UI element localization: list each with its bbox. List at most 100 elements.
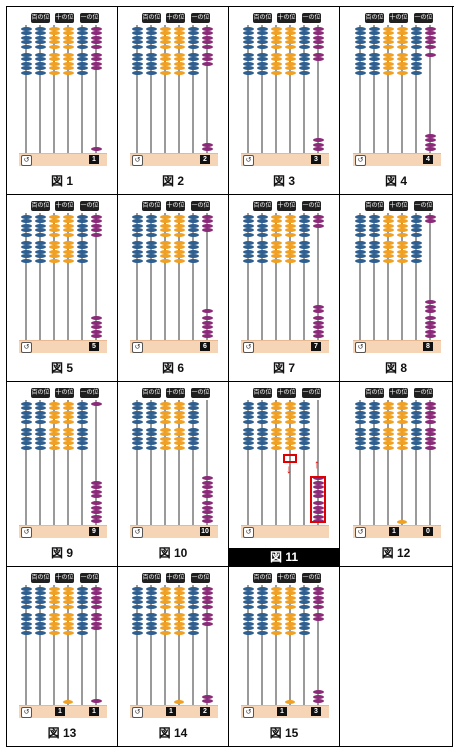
orange-bead [159, 66, 171, 71]
undo-icon[interactable]: ↺ [132, 527, 143, 538]
undo-icon[interactable]: ↺ [21, 707, 32, 718]
column-label: 十の位 [277, 201, 296, 211]
purple-bead [201, 223, 213, 228]
purple-bead [90, 600, 102, 605]
blue-bead [354, 428, 366, 432]
blue-bead [20, 419, 32, 424]
blue-bead [354, 415, 366, 420]
abacus-rod [136, 25, 138, 153]
orange-bead [62, 406, 74, 411]
empty-cell [340, 567, 453, 747]
orange-bead [173, 61, 185, 66]
orange-bead [270, 415, 282, 420]
undo-icon[interactable]: ↺ [132, 707, 143, 718]
undo-icon[interactable]: ↺ [132, 155, 143, 166]
purple-bead [424, 445, 436, 450]
purple-bead [424, 309, 436, 313]
blue-bead [242, 445, 254, 450]
abacus: 百の位 十の位 一の位 ↺ ↓ ↑ [241, 388, 329, 538]
orange-bead [270, 600, 282, 605]
column-label: 十の位 [389, 388, 408, 398]
orange-bead [173, 223, 185, 228]
blue-bead [20, 215, 32, 219]
abacus-rod [81, 400, 83, 525]
blue-bead [20, 27, 32, 31]
purple-bead [90, 604, 102, 609]
undo-icon[interactable]: ↺ [132, 342, 143, 353]
blue-bead [256, 591, 268, 596]
column-label: 百の位 [142, 201, 161, 211]
undo-icon[interactable]: ↺ [21, 342, 32, 353]
orange-bead [284, 587, 296, 591]
abacus-rod [150, 25, 152, 153]
orange-bead [270, 254, 282, 259]
blue-bead [368, 57, 380, 62]
orange-bead [159, 410, 171, 415]
blue-bead [187, 595, 199, 600]
undo-icon[interactable]: ↺ [243, 342, 254, 353]
purple-bead [312, 617, 324, 622]
column-header: 百の位 十の位 一の位 [19, 573, 107, 583]
blue-bead [20, 70, 32, 75]
undo-icon[interactable]: ↺ [355, 155, 366, 166]
blue-bead [298, 228, 310, 233]
blue-bead [298, 591, 310, 596]
undo-icon[interactable]: ↺ [243, 155, 254, 166]
blue-bead [76, 587, 88, 591]
purple-bead [312, 595, 324, 600]
blue-bead [34, 436, 46, 441]
undo-icon[interactable]: ↺ [355, 527, 366, 538]
blue-bead [20, 245, 32, 250]
count-display: 7 [311, 342, 321, 351]
undo-icon[interactable]: ↺ [243, 527, 254, 538]
orange-bead [284, 66, 296, 71]
blue-bead [368, 410, 380, 415]
abacus-rod [317, 213, 319, 340]
column-header: 百の位 十の位 一の位 [19, 13, 107, 23]
blue-bead [131, 613, 143, 617]
orange-bead [62, 428, 74, 432]
blue-bead [187, 415, 199, 420]
column-label: 百の位 [365, 201, 384, 211]
purple-bead [312, 510, 324, 515]
purple-bead [90, 510, 102, 515]
blue-bead [20, 57, 32, 62]
column-label: 一の位 [191, 13, 210, 23]
orange-bead [284, 31, 296, 36]
orange-bead [159, 27, 171, 31]
figure-caption: 図 10 [158, 546, 188, 560]
orange-bead [62, 31, 74, 36]
orange-bead [173, 27, 185, 31]
orange-bead [396, 228, 408, 233]
purple-bead [201, 35, 213, 40]
blue-bead [145, 249, 157, 254]
blue-bead [242, 219, 254, 224]
orange-bead [396, 215, 408, 219]
orange-bead [396, 70, 408, 75]
abacus-rod [415, 213, 417, 340]
blue-bead [145, 436, 157, 441]
purple-bead [312, 53, 324, 57]
purple-bead [90, 485, 102, 490]
undo-icon[interactable]: ↺ [243, 707, 254, 718]
orange-bead [62, 432, 74, 437]
orange-bead [62, 604, 74, 609]
undo-icon[interactable]: ↺ [21, 527, 32, 538]
orange-bead [284, 232, 296, 237]
blue-bead [20, 613, 32, 617]
undo-icon[interactable]: ↺ [355, 342, 366, 353]
purple-bead [90, 402, 102, 406]
undo-icon[interactable]: ↺ [21, 155, 32, 166]
blue-bead [131, 44, 143, 49]
abacus-rod [303, 213, 305, 340]
blue-bead [256, 428, 268, 432]
orange-bead [62, 241, 74, 245]
column-header: 百の位 十の位 一の位 [130, 573, 218, 583]
orange-bead [48, 617, 60, 622]
abacus-rod [164, 585, 166, 705]
blue-bead [242, 428, 254, 432]
abacus-rod [81, 25, 83, 153]
orange-bead [173, 44, 185, 49]
abacus-rod [401, 213, 403, 340]
blue-bead [368, 441, 380, 446]
